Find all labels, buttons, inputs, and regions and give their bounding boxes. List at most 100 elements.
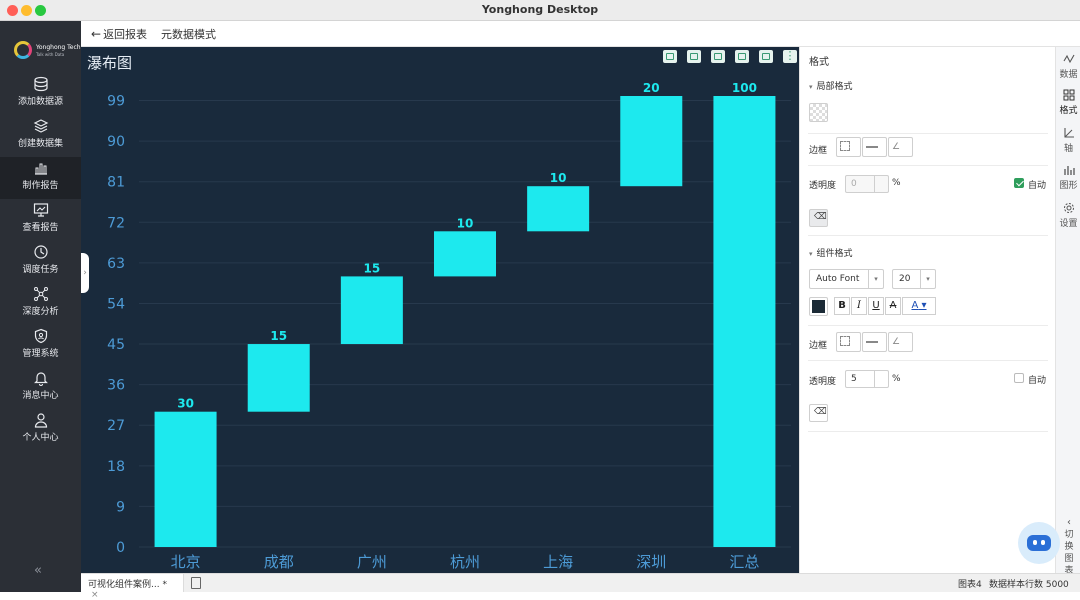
x-tick-label: 广州 (357, 553, 387, 571)
crop-icon[interactable] (687, 50, 701, 63)
divider (808, 325, 1048, 326)
opacity-label: 透明度 (809, 377, 837, 387)
divider (808, 431, 1048, 432)
file-tab-label: 可视化组件案例... (88, 580, 160, 590)
component-clear-format-button[interactable]: ⌫ (809, 404, 828, 422)
new-file-icon[interactable] (191, 577, 201, 589)
sidebar-item-create-dataset[interactable]: 创建数据集 (0, 115, 81, 157)
tab-settings[interactable]: 设置 (1056, 202, 1080, 229)
x-tick-label: 上海 (543, 553, 573, 571)
border-grid-icon (840, 141, 850, 151)
status-bar: 可视化组件案例... * × 图表4 数据样本行数 5000 (81, 573, 1080, 600)
text-color-button[interactable]: A ▾ (902, 297, 936, 315)
format-panel: 格式 ▾ 局部格式 边框 ∠ 透明度 0 % 自动 ⌫ ▾ 组件格式 Auto Fo… (799, 47, 1055, 573)
component-border-side-picker[interactable] (836, 332, 861, 352)
file-tab[interactable]: 可视化组件案例... * × (81, 574, 184, 600)
sidebar-item-label: 管理系统 (22, 349, 59, 359)
data-label: 30 (177, 397, 194, 411)
table-icon[interactable] (759, 50, 773, 63)
chevron-down-icon: ▾ (809, 250, 813, 258)
waterfall-bar (713, 96, 776, 547)
component-border-style-picker[interactable] (862, 332, 887, 352)
waterfall-bar (527, 186, 590, 232)
component-opacity-input[interactable]: 5 (845, 370, 889, 388)
opacity-stepper[interactable] (874, 371, 888, 387)
bell-icon (33, 372, 48, 386)
y-tick-label: 18 (107, 459, 125, 475)
font-family-value: Auto Font (816, 274, 860, 284)
sidebar-item-schedule[interactable]: 调度任务 (0, 241, 81, 283)
font-color-swatch[interactable] (809, 297, 828, 316)
select-icon[interactable] (735, 50, 749, 63)
border-color-picker[interactable]: ∠ (888, 137, 913, 157)
component-auto-checkbox[interactable] (1014, 373, 1024, 383)
more-icon[interactable]: ⋮ (783, 49, 797, 63)
collapse-sidebar-button[interactable]: « (34, 563, 42, 578)
font-size-select[interactable]: 20 ▾ (892, 269, 936, 289)
data-label: 100 (732, 81, 757, 95)
local-opacity-input[interactable]: 0 (845, 175, 889, 193)
waterfall-bar (247, 344, 310, 412)
sidebar-item-label: 深度分析 (22, 307, 59, 317)
monitor-chart-icon (33, 203, 48, 217)
sidebar-item-view-report[interactable]: 查看报告 (0, 199, 81, 241)
sidebar-item-deep-analysis[interactable]: 深度分析 (0, 283, 81, 325)
clear-format-button[interactable]: ⌫ (809, 209, 828, 227)
expand-handle[interactable]: › (81, 253, 89, 293)
component-border-color-picker[interactable]: ∠ (888, 332, 913, 352)
chart-name: 图表4 (958, 580, 982, 590)
local-format-section[interactable]: ▾ 局部格式 (809, 79, 853, 92)
x-tick-label: 深圳 (636, 553, 666, 571)
font-family-select[interactable]: Auto Font ▾ (809, 269, 884, 289)
background-pattern-picker[interactable] (809, 103, 828, 122)
x-tick-label: 成都 (264, 553, 294, 571)
sidebar-item-admin[interactable]: 管理系统 (0, 325, 81, 367)
data-label: 10 (457, 216, 474, 230)
waterfall-chart[interactable]: 0 9 18 27 36 45 54 63 72 81 90 99 30 北京 15 成都 15 广州 10 杭州 10… (81, 47, 799, 573)
italic-button[interactable]: I (851, 297, 867, 315)
divider (808, 235, 1048, 236)
border-side-picker[interactable] (836, 137, 861, 157)
back-to-report-button[interactable]: ← 返回报表 (91, 26, 147, 42)
sidebar-item-label: 个人中心 (22, 433, 59, 443)
database-icon (33, 76, 48, 92)
sidebar-item-messages[interactable]: 消息中心 (0, 367, 81, 409)
tab-label: 数据 (1059, 70, 1078, 80)
minimize-window-button[interactable] (21, 5, 32, 16)
tab-graph[interactable]: 图形 (1056, 164, 1080, 191)
modified-indicator: * (162, 580, 167, 590)
local-auto-checkbox[interactable] (1014, 178, 1024, 188)
opacity-stepper[interactable] (874, 176, 888, 192)
border-style-picker[interactable] (862, 137, 887, 157)
metadata-mode-button[interactable]: 元数据模式 (161, 28, 216, 41)
bold-button[interactable]: B (834, 297, 850, 315)
zoom-icon[interactable] (711, 50, 725, 63)
component-opacity-value: 5 (851, 374, 857, 384)
panel-title: 格式 (809, 57, 829, 68)
report-canvas[interactable]: 0 9 18 27 36 45 54 63 72 81 90 99 30 北京 15 成都 15 广州 10 杭州 10… (81, 47, 799, 573)
strikethrough-button[interactable]: A (885, 297, 901, 315)
network-icon (33, 287, 48, 301)
sidebar-item-make-report[interactable]: 制作报告 (0, 157, 81, 199)
component-format-section[interactable]: ▾ 组件格式 (809, 246, 853, 259)
bar-chart-icon (34, 163, 47, 175)
waterfall-bar (340, 276, 403, 345)
component-format-label: 组件格式 (816, 249, 853, 259)
border-label: 边框 (809, 146, 828, 156)
close-window-button[interactable] (7, 5, 18, 16)
clock-icon (33, 245, 48, 259)
graph-icon (1063, 166, 1075, 175)
switch-chart-button[interactable]: ‹ 切换图表 (1063, 517, 1075, 577)
underline-button[interactable]: U (868, 297, 884, 315)
sidebar-item-label: 调度任务 (22, 265, 59, 275)
tab-data[interactable]: 数据 (1056, 53, 1080, 80)
tab-format[interactable]: 格式 (1056, 89, 1080, 116)
assistant-bot-button[interactable] (1018, 522, 1060, 564)
filter-icon[interactable] (663, 50, 677, 63)
y-tick-label: 45 (107, 337, 125, 353)
tab-axis[interactable]: 轴 (1056, 127, 1080, 154)
zoom-window-button[interactable] (35, 5, 46, 16)
sidebar-item-profile[interactable]: 个人中心 (0, 409, 81, 451)
data-label: 10 (550, 171, 567, 185)
sidebar-item-add-datasource[interactable]: 添加数据源 (0, 73, 81, 115)
